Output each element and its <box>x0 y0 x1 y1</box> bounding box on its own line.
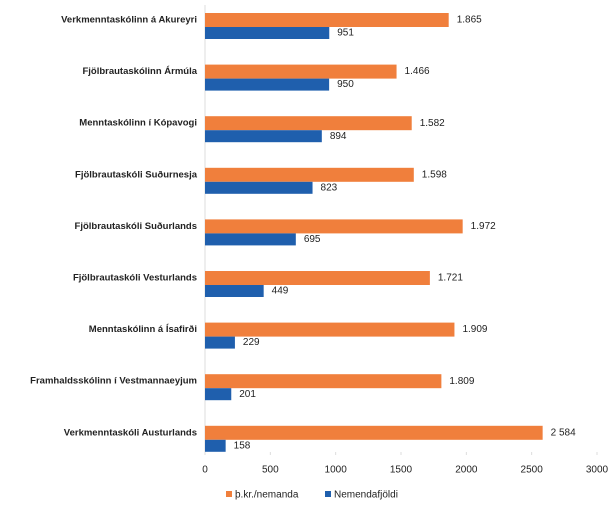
x-tick-label: 500 <box>262 465 279 476</box>
value-label: 201 <box>239 389 256 400</box>
bar <box>205 27 330 39</box>
value-label: 1.909 <box>462 324 487 335</box>
legend-swatch <box>325 491 331 497</box>
value-label: 1.972 <box>471 221 496 232</box>
y-tick-label: Framhaldsskólinn í Vestmannaeyjum <box>30 376 197 387</box>
bar <box>205 374 442 389</box>
y-tick-label: Fjölbrautaskóli Suðurnesja <box>75 169 198 180</box>
bar <box>205 425 543 440</box>
value-label: 1.865 <box>457 15 482 26</box>
bar <box>205 439 226 452</box>
bar <box>205 130 322 143</box>
bar <box>205 271 430 285</box>
value-label: 229 <box>243 337 260 348</box>
bar <box>205 181 313 194</box>
value-label: 1.721 <box>438 273 463 284</box>
value-label: 695 <box>304 234 321 245</box>
bar <box>205 233 296 246</box>
x-tick-label: 2000 <box>455 465 478 476</box>
bar <box>205 116 412 131</box>
y-tick-label: Verkmenntaskólinn á Akureyri <box>61 15 197 26</box>
bar <box>205 13 449 27</box>
value-label: 950 <box>337 79 354 90</box>
x-tick-label: 1500 <box>390 465 413 476</box>
bar <box>205 64 397 79</box>
legend-label: þ.kr./nemanda <box>235 490 299 501</box>
value-label: 449 <box>272 286 289 297</box>
x-tick-label: 1000 <box>325 465 348 476</box>
y-tick-label: Menntaskólinn á Ísafirði <box>89 324 197 335</box>
x-tick-label: 3000 <box>586 465 609 476</box>
value-label: 1.466 <box>405 66 430 77</box>
value-label: 951 <box>337 28 354 39</box>
value-label: 1.598 <box>422 169 447 180</box>
bar <box>205 78 330 91</box>
value-label: 158 <box>234 440 251 451</box>
value-label: 1.582 <box>420 118 445 129</box>
value-label: 894 <box>330 131 347 142</box>
bar <box>205 219 463 234</box>
legend-swatch <box>226 491 232 497</box>
value-label: 1.809 <box>449 376 474 387</box>
y-tick-label: Fjölbrautaskóli Vesturlands <box>73 273 197 284</box>
y-tick-label: Fjölbrautaskóli Suðurlands <box>75 221 197 232</box>
bar <box>205 167 414 182</box>
value-label: 823 <box>321 182 338 193</box>
value-label: 2 584 <box>551 427 576 438</box>
bar <box>205 322 455 337</box>
y-tick-label: Fjölbrautaskólinn Ármúla <box>82 66 197 77</box>
y-tick-label: Menntaskólinn í Kópavogi <box>79 118 197 129</box>
x-tick-label: 0 <box>202 465 208 476</box>
x-tick-label: 2500 <box>521 465 544 476</box>
bar <box>205 336 235 349</box>
y-tick-label: Verkmenntaskóli Austurlands <box>64 427 197 438</box>
legend-label: Nemendafjöldi <box>334 490 398 501</box>
bar <box>205 285 264 297</box>
bar <box>205 388 232 401</box>
